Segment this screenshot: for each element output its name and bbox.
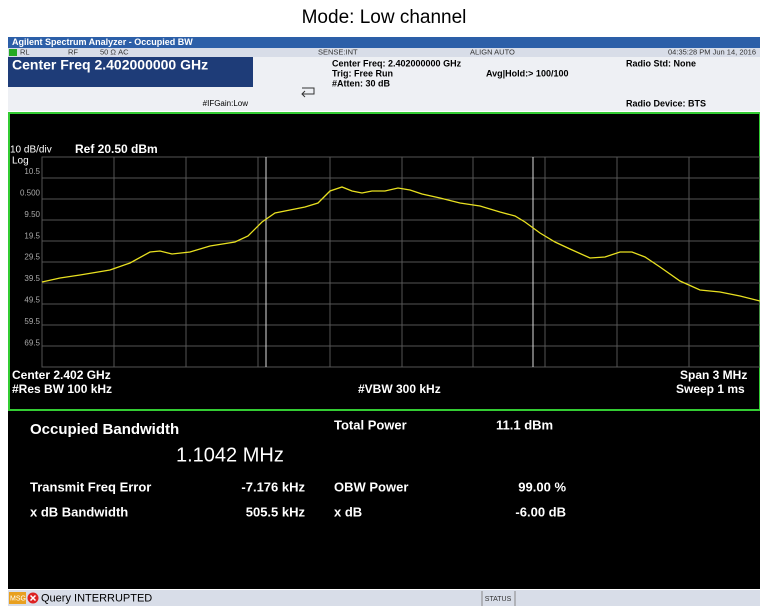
tfe-label: Transmit Freq Error (30, 479, 151, 494)
status-label: STATUS (485, 596, 512, 603)
obw-power-value: 99.00 % (518, 479, 566, 494)
trigger-icon (301, 87, 315, 98)
status-rf: RF (68, 47, 78, 56)
y-tick-label: 0.500 (20, 189, 41, 198)
tfe-value: -7.176 kHz (241, 479, 305, 494)
y-tick-label: 59.5 (24, 317, 40, 326)
window-title: Agilent Spectrum Analyzer - Occupied BW (12, 37, 193, 47)
msg-box (9, 592, 26, 604)
ref-level: Ref 20.50 dBm (75, 142, 158, 156)
y-tick-label: 9.50 (24, 210, 40, 219)
status-rl: RL (20, 47, 30, 56)
status-impedance: 50 Ω AC (100, 47, 129, 56)
xdb-value: -6.00 dB (515, 504, 566, 519)
obw-label: Occupied Bandwidth (30, 421, 179, 438)
error-x (29, 594, 37, 602)
y-tick-label: 19.5 (24, 231, 40, 240)
total-power-label: Total Power (334, 417, 407, 432)
obw-value: 1.1042 MHz (176, 444, 284, 466)
y-tick-label: 10.5 (24, 167, 40, 176)
center-freq: Center Freq 2.402000000 GHz (12, 57, 208, 73)
status-time: 04:35:28 PM Jun 14, 2016 (668, 47, 756, 56)
obw-power-label: OBW Power (334, 479, 408, 494)
trace (41, 186, 760, 302)
res-bw: #Res BW 100 kHz (12, 382, 112, 396)
grid (42, 157, 760, 367)
center-freq-box (8, 57, 253, 87)
rl-icon (9, 49, 17, 56)
span: Span 3 MHz (680, 368, 747, 382)
status-align: ALIGN AUTO (470, 47, 515, 56)
radio-std: Radio Std: None (626, 58, 696, 68)
radio-device: Radio Device: BTS (626, 98, 706, 108)
msg: MSG (10, 595, 26, 602)
info-freq: Center Freq: 2.402000000 GHz (332, 58, 462, 68)
status-row (8, 48, 760, 57)
y-tick-label: 49.5 (24, 296, 40, 305)
info-atten: #Atten: 30 dB (332, 78, 391, 88)
ifgain: #IFGain:Low (203, 99, 249, 108)
log-label: Log (12, 156, 29, 167)
xdb-label: x dB (334, 504, 362, 519)
y-tick-label: 39.5 (24, 274, 40, 283)
avg-hold: Avg|Hold:> 100/100 (486, 68, 568, 78)
status-sense: SENSE:INT (318, 47, 358, 56)
xdb-bw-value: 505.5 kHz (246, 504, 306, 519)
y-tick-label: 69.5 (24, 338, 40, 347)
title-bar (8, 37, 760, 48)
info-trig: Trig: Free Run (332, 68, 393, 78)
status-message: Query INTERRUPTED (41, 592, 152, 604)
center-label: Center 2.402 GHz (12, 368, 111, 382)
total-power-value: 11.1 dBm (496, 417, 553, 432)
xdb-bw-label: x dB Bandwidth (30, 504, 128, 519)
vbw: #VBW 300 kHz (358, 382, 441, 396)
sweep: Sweep 1 ms (676, 382, 745, 396)
caption: Mode: Low channel (302, 7, 467, 28)
status-bar (8, 590, 760, 606)
scale: 10 dB/div (10, 145, 52, 156)
y-tick-label: 29.5 (24, 253, 40, 262)
results-panel (8, 411, 760, 589)
